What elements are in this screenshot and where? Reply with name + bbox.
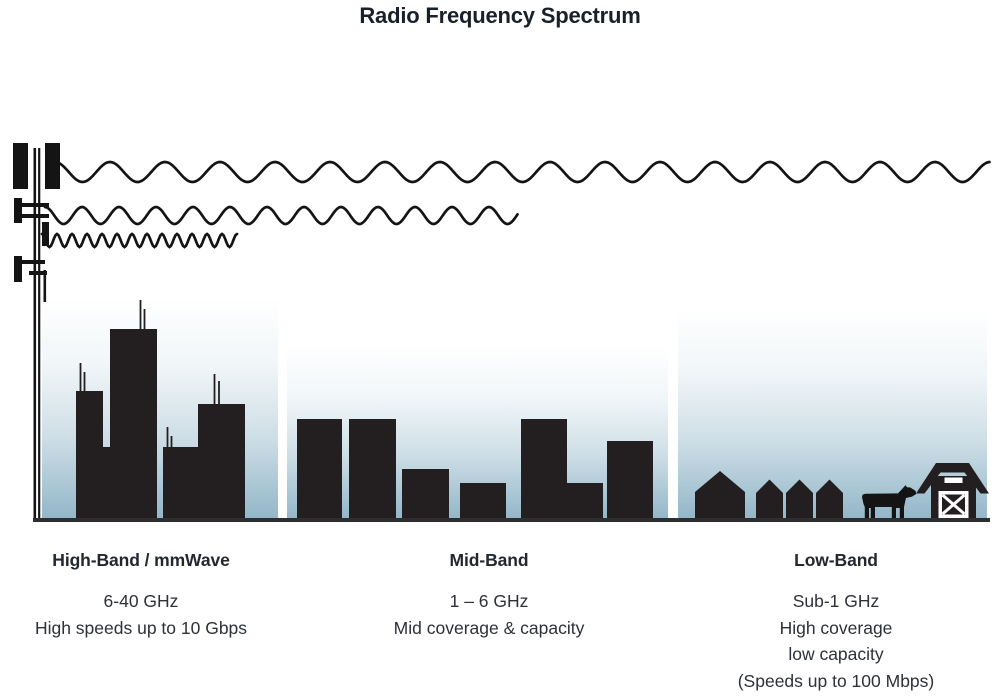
page-title: Radio Frequency Spectrum (359, 3, 641, 28)
high-band-wave (40, 232, 239, 249)
barn-icon (916, 463, 989, 518)
cell-tower-icon (13, 143, 60, 519)
lowband-capacity: low capacity (788, 644, 884, 664)
spectrum-illustration (13, 143, 991, 522)
farm-scene (695, 463, 989, 518)
radio-waves (40, 160, 991, 249)
lowband-title: Low-Band (794, 550, 878, 570)
low-band-wave (53, 160, 991, 184)
mid-band-wave (43, 205, 519, 226)
lowband-coverage: High coverage (779, 617, 893, 638)
cow-icon (862, 485, 917, 518)
highband-caption: High-Band / mmWave 6-40 GHz High speeds … (16, 550, 266, 641)
lowband-caption: Low-Band Sub-1 GHz High coverage low cap… (686, 550, 986, 694)
midband-caption: Mid-Band 1 – 6 GHz Mid coverage & capaci… (339, 550, 639, 641)
lowband-frequency: Sub-1 GHz (792, 591, 880, 611)
midrise-buildings-icon (297, 419, 653, 518)
city-skyline-icon (76, 300, 245, 518)
midband-frequency: 1 – 6 GHz (449, 591, 529, 611)
highband-title: High-Band / mmWave (52, 550, 230, 570)
highband-description: High speeds up to 10 Gbps (34, 617, 248, 638)
lowband-speed-note: (Speeds up to 100 Mbps) (737, 670, 935, 691)
suburb-houses-icon (695, 471, 843, 518)
highband-frequency: 6-40 GHz (103, 591, 179, 611)
ground-line (33, 518, 990, 522)
midband-description: Mid coverage & capacity (393, 617, 585, 638)
midband-title: Mid-Band (449, 550, 529, 570)
